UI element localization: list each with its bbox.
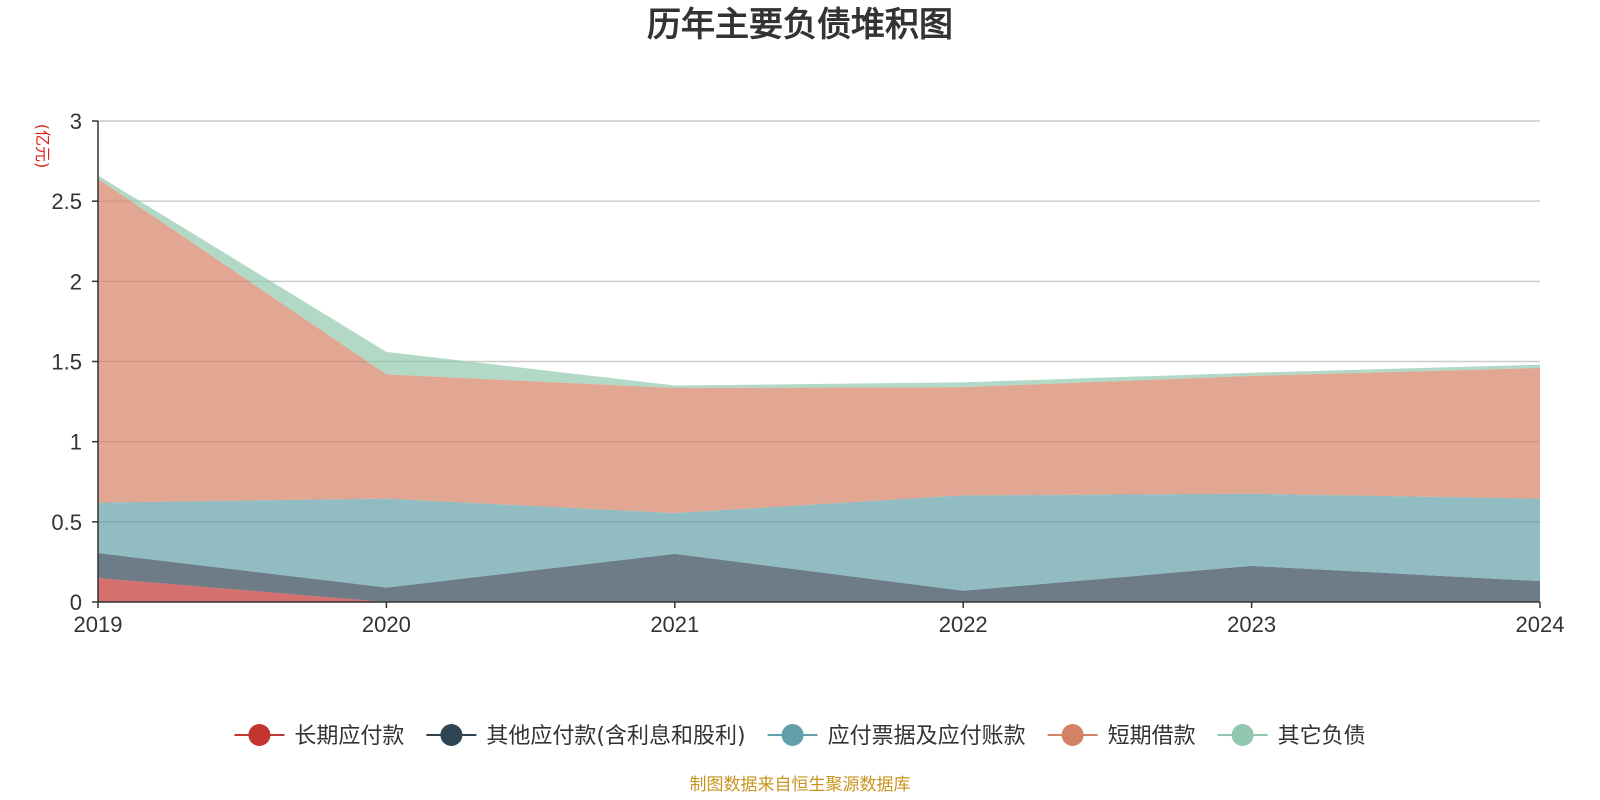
axes: 0 0.5 1 1.5 2 2.5 3 2019 2020 2021 2022 2023 2024 [51, 109, 1564, 637]
legend-label: 应付票据及应付账款 [828, 724, 1026, 749]
legend-label: 短期借款 [1108, 724, 1196, 749]
y-tick-label-5: 2.5 [51, 189, 82, 214]
legend-circle-icon [1231, 724, 1254, 746]
y-tick-label-3: 1.5 [51, 350, 82, 375]
series-area-3 [98, 178, 1540, 514]
legend-circle-icon [440, 724, 463, 746]
legend-item-2[interactable]: 应付票据及应付账款 [767, 724, 1026, 749]
legend-label: 其他应付款(含利息和股利) [486, 724, 745, 749]
legend[interactable]: 长期应付款 其他应付款(含利息和股利) 应付票据及应付账款 短期借款 其它负债 [234, 724, 1366, 749]
chart-title: 历年主要负债堆积图 [647, 5, 953, 45]
y-tick-label-4: 2 [70, 269, 82, 294]
legend-circle-icon [1061, 724, 1084, 746]
series-area-1 [98, 553, 1540, 602]
legend-item-1[interactable]: 其他应付款(含利息和股利) [426, 724, 746, 749]
legend-item-0[interactable]: 长期应付款 [234, 724, 404, 749]
y-tick-label-1: 0.5 [51, 510, 82, 535]
x-tick-label-0: 2019 [74, 612, 123, 637]
legend-circle-icon [781, 724, 804, 746]
data-source-note: 制图数据来自恒生聚源数据库 [690, 775, 911, 795]
x-tick-label-5: 2024 [1516, 612, 1565, 637]
legend-item-4[interactable]: 其它负债 [1217, 724, 1366, 749]
legend-item-3[interactable]: 短期借款 [1047, 724, 1196, 749]
y-tick-label-2: 1 [70, 430, 82, 455]
series-area-0 [98, 577, 1540, 602]
series-areas [98, 175, 1540, 602]
x-tick-label-3: 2022 [939, 612, 988, 637]
x-tick-label-4: 2023 [1227, 612, 1276, 637]
y-tick-label-0: 0 [70, 590, 82, 615]
legend-circle-icon [248, 724, 271, 746]
x-tick-label-2: 2021 [650, 612, 699, 637]
y-tick-label-6: 3 [70, 109, 82, 134]
x-tick-label-1: 2020 [362, 612, 411, 637]
series-area-2 [98, 493, 1540, 591]
legend-label: 其它负债 [1278, 724, 1366, 749]
y-axis-unit-label: (亿元) [33, 124, 52, 169]
legend-label: 长期应付款 [294, 724, 404, 749]
